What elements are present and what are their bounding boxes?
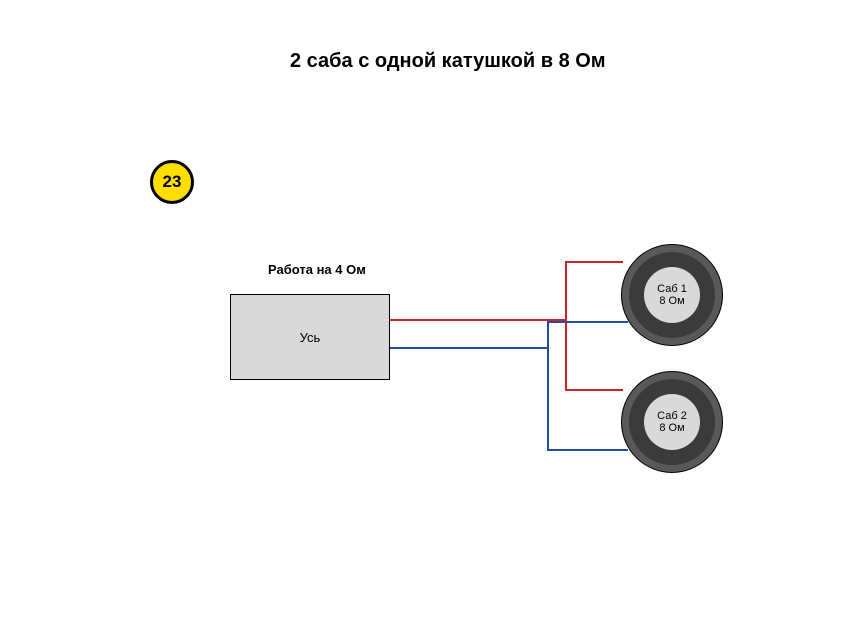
sub-1-label-line1: Саб 1 <box>657 283 687 295</box>
wire-positive-0 <box>390 262 623 320</box>
amplifier-label: Усь <box>300 330 321 345</box>
badge-number: 23 <box>163 172 182 192</box>
sub-1-cone: Саб 18 Ом <box>644 267 700 323</box>
sub-2-cone: Саб 28 Ом <box>644 394 700 450</box>
operating-impedance-label: Работа на 4 Ом <box>268 262 366 277</box>
wire-negative-3 <box>548 348 628 450</box>
sub-1: Саб 18 Ом <box>621 244 723 346</box>
sub-2-label-line1: Саб 2 <box>657 410 687 422</box>
wire-negative-2 <box>390 322 628 348</box>
sub-1-label-line2: 8 Ом <box>659 295 684 307</box>
sub-1-ring: Саб 18 Ом <box>629 252 715 338</box>
wiring-svg <box>0 0 845 634</box>
wire-positive-1 <box>566 320 623 390</box>
diagram-number-badge: 23 <box>150 160 194 204</box>
amplifier-box: Усь <box>230 294 390 380</box>
sub-2-ring: Саб 28 Ом <box>629 379 715 465</box>
diagram-title: 2 саба с одной катушкой в 8 Ом <box>290 50 606 73</box>
sub-2: Саб 28 Ом <box>621 371 723 473</box>
diagram-canvas: 2 саба с одной катушкой в 8 Ом 23 Работа… <box>0 0 845 634</box>
sub-2-label-line2: 8 Ом <box>659 422 684 434</box>
